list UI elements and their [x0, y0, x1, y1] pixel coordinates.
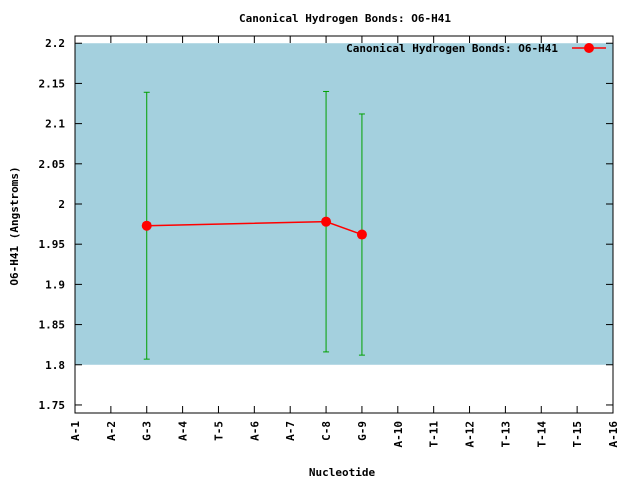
legend-label: Canonical Hydrogen Bonds: O6-H41 [346, 42, 558, 55]
x-tick-label: T-14 [535, 421, 548, 448]
x-tick-label: A-2 [105, 421, 118, 441]
x-tick-label: A-12 [464, 421, 477, 448]
x-tick-label: T-13 [499, 421, 512, 448]
x-tick-label: A-1 [69, 421, 82, 441]
x-axis-label: Nucleotide [309, 466, 376, 479]
y-tick-label: 2.1 [45, 118, 65, 131]
y-tick-label: 2.05 [39, 158, 66, 171]
x-tick-label: T-15 [571, 421, 584, 448]
x-tick-label: A-4 [177, 421, 190, 441]
legend-marker [584, 43, 594, 53]
x-tick-label: C-8 [320, 421, 333, 441]
y-tick-label: 2.2 [45, 37, 65, 50]
y-tick-label: 1.85 [39, 319, 66, 332]
x-tick-label: G-3 [141, 421, 154, 441]
y-tick-label: 2 [58, 198, 65, 211]
data-point [141, 220, 152, 231]
y-tick-label: 1.95 [39, 238, 66, 251]
plot-border [74, 35, 614, 414]
y-tick-label: 1.8 [45, 359, 65, 372]
x-tick-label: A-10 [392, 421, 405, 448]
y-axis-label: O6-H41 (Angstroms) [8, 166, 21, 285]
x-tick-label: A-7 [284, 421, 297, 441]
y-tick-label: 2.15 [39, 77, 66, 90]
data-point [321, 216, 332, 227]
chart-title: Canonical Hydrogen Bonds: O6-H41 [239, 12, 451, 25]
x-tick-label: T-11 [428, 421, 441, 448]
x-tick-label: T-5 [212, 421, 225, 441]
y-tick-label: 1.9 [45, 278, 65, 291]
x-tick-label: G-9 [356, 421, 369, 441]
shaded-band [75, 43, 613, 365]
x-tick-label: A-6 [248, 421, 261, 441]
x-tick-label: A-16 [607, 421, 620, 448]
y-tick-label: 1.75 [39, 399, 66, 412]
data-point [356, 229, 367, 240]
